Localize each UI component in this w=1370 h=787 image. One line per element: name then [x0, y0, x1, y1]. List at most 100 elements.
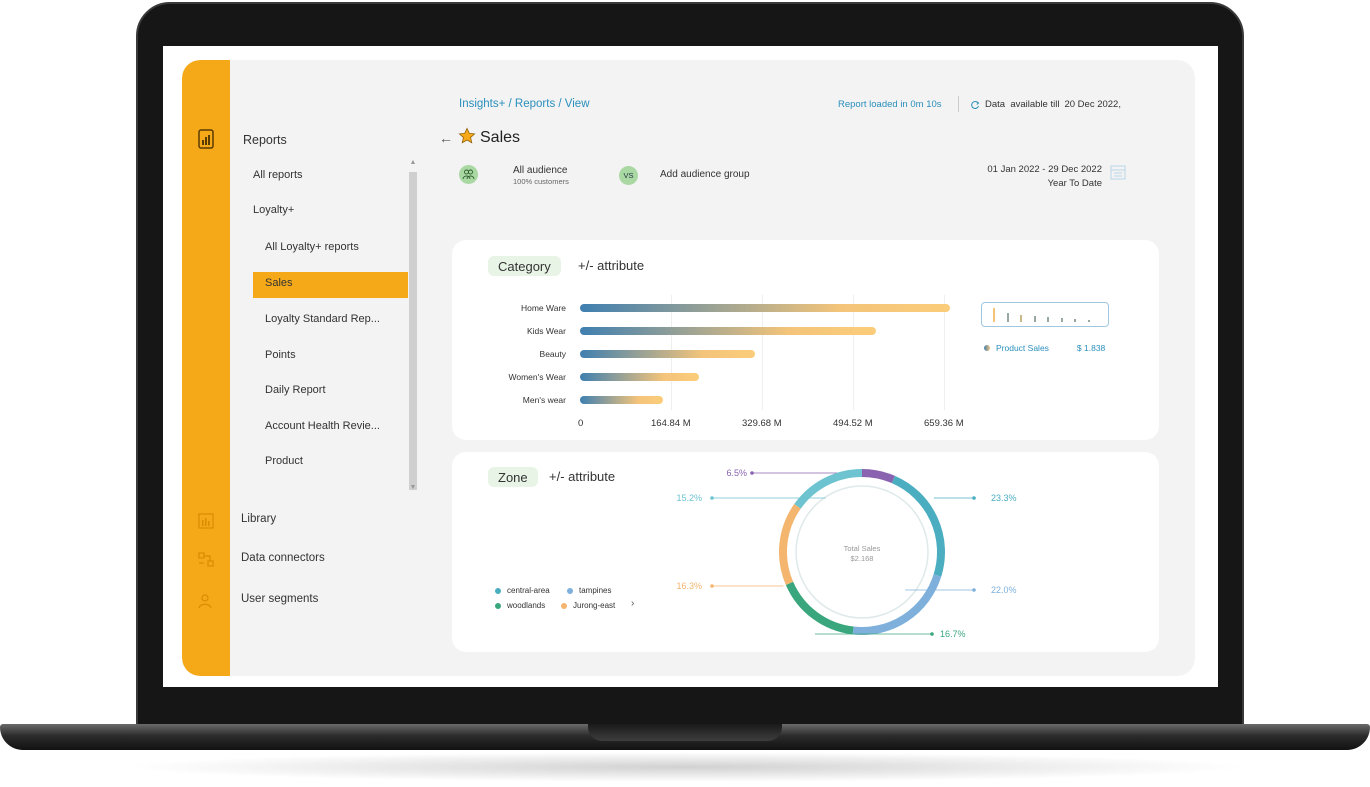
- nav-scrollbar[interactable]: [409, 172, 417, 490]
- zone-tag[interactable]: Zone: [488, 467, 538, 487]
- chevron-right-icon[interactable]: ›: [631, 598, 635, 609]
- legend-label: central-area: [507, 586, 550, 595]
- header-divider: [958, 96, 959, 112]
- user-segments-icon[interactable]: [197, 592, 215, 610]
- slice-percent-label: 6.5%: [726, 468, 747, 478]
- nav-title: Reports: [243, 133, 287, 147]
- bar[interactable]: [580, 373, 700, 381]
- slice-percent-label: 16.3%: [676, 581, 702, 591]
- legend-label: woodlands: [507, 601, 546, 610]
- zone-donut-chart: 6.5% 23.3% 22.0% 16.7% 16.3% 15.2%: [676, 468, 1017, 639]
- audience-sub: 100% customers: [513, 177, 569, 186]
- product-sales-legend[interactable]: Product Sales $ 1.838: [984, 343, 1105, 353]
- nav-item-loyalty-standard[interactable]: Loyalty Standard Rep...: [265, 313, 380, 325]
- donut-slice[interactable]: [891, 475, 945, 577]
- gridline: [853, 295, 854, 410]
- date-range: 01 Jan 2022 - 29 Dec 2022: [987, 164, 1102, 175]
- category-attribute-toggle[interactable]: +/- attribute: [578, 258, 645, 273]
- library-icon[interactable]: [197, 512, 215, 530]
- nav-item-product[interactable]: Product: [265, 455, 303, 467]
- back-arrow-icon[interactable]: ←: [439, 130, 453, 146]
- data-connectors-icon[interactable]: [197, 551, 215, 569]
- nav-item-sales[interactable]: Sales: [265, 277, 293, 289]
- reports-icon[interactable]: [197, 129, 215, 149]
- zone-card: Zone +/- attribute 6.5% 23.3% 22.0% 16.7% 16…: [452, 452, 1159, 652]
- slice-percent-label: 15.2%: [676, 493, 702, 503]
- donut-center: Total Sales $2.168: [835, 544, 889, 564]
- product-sales-sparkline[interactable]: [981, 302, 1109, 327]
- slice-percent-label: 22.0%: [991, 585, 1017, 595]
- bar[interactable]: [580, 327, 877, 335]
- product-sales-dot: [984, 345, 990, 351]
- nav-item-points[interactable]: Points: [265, 349, 296, 361]
- zone-legend-central-area[interactable]: central-area: [495, 586, 550, 595]
- scroll-up-icon[interactable]: ▲: [409, 159, 417, 166]
- calendar-icon[interactable]: [1110, 164, 1126, 180]
- report-loaded-status: Report loaded in 0m 10s: [838, 99, 942, 110]
- available-date: 20 Dec 2022,: [1064, 99, 1121, 110]
- slice-leader-dot: [710, 584, 714, 588]
- legend-label: Jurong-east: [573, 601, 616, 610]
- nav-library[interactable]: Library: [241, 513, 277, 525]
- donut-center-value: $2.168: [850, 554, 874, 563]
- zone-legend-woodlands[interactable]: woodlands: [495, 601, 545, 610]
- x-tick-label: 659.36 M: [924, 418, 964, 429]
- nav-item-all-reports[interactable]: All reports: [253, 169, 303, 181]
- bar-category-label: Home Ware: [520, 303, 566, 313]
- category-card: Category +/- attribute Product Sales: [452, 240, 1159, 440]
- audience-name[interactable]: All audience: [513, 165, 568, 176]
- x-tick-label: 0: [578, 418, 584, 429]
- slice-percent-label: 16.7%: [940, 629, 966, 639]
- donut-slice[interactable]: [852, 574, 942, 635]
- nav-item-daily-report[interactable]: Daily Report: [265, 384, 326, 396]
- slice-leader-dot: [972, 588, 976, 592]
- scroll-down-icon[interactable]: ▼: [409, 484, 417, 491]
- slice-leader-dot: [710, 496, 714, 500]
- legend-label: tampines: [579, 586, 612, 595]
- laptop-notch: [588, 724, 782, 741]
- audience-icon[interactable]: [459, 165, 478, 184]
- category-tag[interactable]: Category: [488, 256, 561, 276]
- nav-item-account-health[interactable]: Account Health Revie...: [265, 420, 380, 432]
- icon-rail: [182, 60, 230, 676]
- legend-dot: [561, 602, 567, 609]
- legend-dot: [495, 587, 501, 594]
- donut-slice[interactable]: [794, 469, 863, 509]
- nav-item-loyalty[interactable]: Loyalty+: [253, 204, 295, 216]
- bar-category-label: Beauty: [539, 349, 566, 359]
- page-title: Sales: [480, 129, 521, 146]
- add-audience-group[interactable]: Add audience group: [660, 169, 750, 180]
- available-label: Data available till: [985, 99, 1060, 110]
- donut-inner-ring: [795, 485, 929, 619]
- date-range-picker[interactable]: 01 Jan 2022 - 29 Dec 2022 Year To Date: [942, 163, 1102, 191]
- bar[interactable]: [580, 350, 755, 358]
- data-availability: Data available till 20 Dec 2022,: [970, 99, 1121, 110]
- donut-slice[interactable]: [785, 581, 854, 635]
- nav-item-all-loyalty-reports[interactable]: All Loyalty+ reports: [265, 241, 359, 253]
- zone-legend-jurong-east[interactable]: Jurong-east: [561, 601, 615, 610]
- bar-category-label: Men's wear: [522, 395, 566, 405]
- donut-slice[interactable]: [779, 504, 801, 585]
- legend-dot: [567, 587, 573, 594]
- donut-center-title: Total Sales: [843, 544, 881, 553]
- bar[interactable]: [580, 304, 950, 312]
- refresh-icon[interactable]: [970, 100, 980, 110]
- bar[interactable]: [580, 396, 663, 404]
- bar-category-label: Kids Wear: [526, 326, 566, 336]
- breadcrumb[interactable]: Insights+ / Reports / View: [459, 98, 590, 110]
- legend-dot: [495, 602, 501, 609]
- gridline: [762, 295, 763, 410]
- x-tick-label: 494.52 M: [833, 418, 873, 429]
- nav-user-segments[interactable]: User segments: [241, 593, 319, 605]
- slice-leader-dot: [972, 496, 976, 500]
- x-tick-label: 329.68 M: [742, 418, 782, 429]
- zone-attribute-toggle[interactable]: +/- attribute: [549, 469, 616, 484]
- zone-legend-tampines[interactable]: tampines: [567, 586, 611, 595]
- nav-data-connectors[interactable]: Data connectors: [241, 552, 325, 564]
- nav-active-highlight: [253, 272, 408, 298]
- donut-slice[interactable]: [861, 469, 895, 484]
- laptop-screen: Reports All reports Loyalty+ All Loyalty…: [163, 46, 1218, 687]
- slice-leader-dot: [750, 471, 754, 475]
- star-icon[interactable]: [458, 127, 476, 145]
- bar-category-label: Women's Wear: [508, 372, 566, 382]
